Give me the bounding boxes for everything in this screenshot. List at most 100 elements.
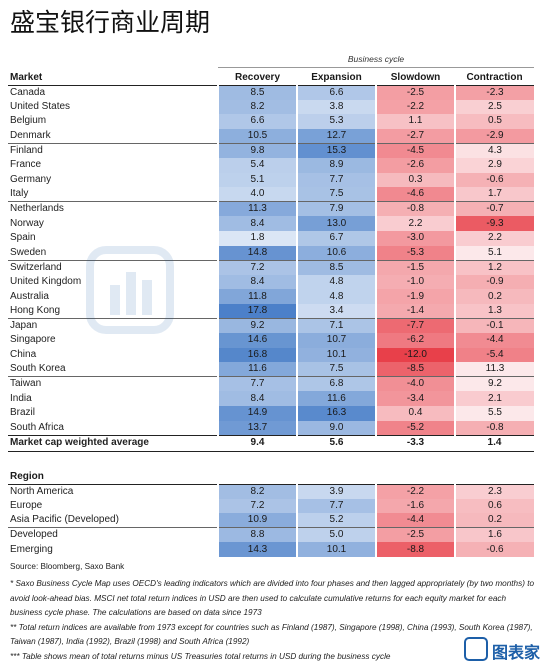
market-row: China 16.8 10.1 -12.0 -5.4 — [8, 347, 534, 363]
market-row: Norway 8.4 13.0 2.2 -9.3 — [8, 216, 534, 231]
market-row: Denmark 10.5 12.7 -2.7 -2.9 — [8, 128, 534, 144]
region-row: Asia Pacific (Developed) 10.9 5.2 -4.4 0.2 — [8, 513, 534, 528]
market-value: 9.2 — [217, 318, 297, 334]
market-value: -1.9 — [375, 289, 455, 304]
market-value: -0.6 — [454, 172, 534, 188]
market-value: 17.8 — [217, 303, 297, 319]
market-value: 1.3 — [454, 303, 534, 319]
market-value: -2.2 — [375, 99, 455, 115]
market-value: 2.1 — [454, 391, 534, 407]
market-row: Finland 9.8 15.3 -4.5 4.3 — [8, 142, 534, 158]
market-value: 1.2 — [454, 259, 534, 275]
region-header-blank — [376, 469, 455, 485]
market-value: 6.8 — [296, 376, 376, 392]
market-name: Denmark — [10, 129, 51, 141]
market-row: Taiwan 7.7 6.8 -4.0 9.2 — [8, 376, 534, 392]
market-row: United Kingdom 8.4 4.8 -1.0 -0.9 — [8, 274, 534, 290]
market-value: 9.0 — [296, 420, 376, 436]
market-value: 5.3 — [296, 114, 376, 129]
average-value: 9.4 — [218, 434, 297, 452]
market-name: United Kingdom — [10, 276, 82, 288]
source-note: Source: Bloomberg, Saxo Bank — [10, 562, 125, 571]
market-value: -3.0 — [375, 230, 455, 246]
header-row: Market Recovery Expansion Slowdown Contr… — [8, 70, 534, 86]
market-value: 0.4 — [375, 406, 455, 421]
region-header-blank — [218, 469, 297, 485]
market-value: -5.4 — [454, 347, 534, 363]
region-value: 8.8 — [217, 527, 297, 543]
region-header-row: Region — [8, 469, 534, 485]
region-name: Emerging — [10, 543, 53, 555]
col-header-recovery: Recovery — [218, 70, 297, 86]
region-value: -8.8 — [375, 542, 455, 557]
region-header-blank — [455, 469, 534, 485]
average-value: 1.4 — [455, 434, 534, 452]
footnote-3: *** Table shows mean of total returns mi… — [10, 651, 391, 661]
business-cycle-label: Business cycle — [218, 54, 534, 68]
market-value: 6.6 — [217, 114, 297, 129]
region-value: 10.9 — [217, 513, 297, 528]
market-name: Germany — [10, 173, 52, 185]
col-header-region: Region — [8, 469, 218, 485]
region-name: Developed — [8, 527, 218, 543]
market-value: -0.7 — [454, 201, 534, 217]
market-value: 0.5 — [454, 114, 534, 129]
market-value: 4.8 — [296, 274, 376, 290]
market-name: South Korea — [10, 363, 66, 375]
market-value: 14.8 — [217, 245, 297, 261]
market-value: 7.9 — [296, 201, 376, 217]
market-row: Singapore 14.6 10.7 -6.2 -4.4 — [8, 333, 534, 348]
average-row: Market cap weighted average 9.4 5.6 -3.3 1.4 — [8, 434, 534, 452]
market-value: -2.3 — [454, 85, 534, 100]
market-value: -6.2 — [375, 333, 455, 348]
market-row: India 8.4 11.6 -3.4 2.1 — [8, 391, 534, 407]
market-row: France 5.4 8.9 -2.6 2.9 — [8, 157, 534, 173]
region-header-blank — [297, 469, 376, 485]
region-row: Emerging 14.3 10.1 -8.8 -0.6 — [8, 542, 534, 557]
market-value: 14.9 — [217, 406, 297, 421]
market-row: Brazil 14.9 16.3 0.4 5.5 — [8, 406, 534, 421]
region-name: Europe — [10, 499, 43, 511]
market-value: 9.8 — [217, 142, 297, 158]
market-value: -0.8 — [454, 420, 534, 436]
market-value: 0.3 — [375, 172, 455, 188]
market-row: Australia 11.8 4.8 -1.9 0.2 — [8, 289, 534, 304]
market-row: Hong Kong 17.8 3.4 -1.4 1.3 — [8, 303, 534, 319]
region-name: Asia Pacific (Developed) — [10, 514, 119, 526]
market-value: 0.2 — [454, 289, 534, 304]
market-row: Germany 5.1 7.7 0.3 -0.6 — [8, 172, 534, 188]
market-row: Spain 1.8 6.7 -3.0 2.2 — [8, 230, 534, 246]
market-row: United States 8.2 3.8 -2.2 2.5 — [8, 99, 534, 115]
market-value: -0.8 — [375, 201, 455, 217]
market-name: Japan — [8, 318, 218, 334]
region-value: -2.5 — [375, 527, 455, 543]
market-row: Japan 9.2 7.1 -7.7 -0.1 — [8, 318, 534, 334]
footnote-2: ** Total return indices are available fr… — [10, 622, 533, 647]
market-value: 5.4 — [217, 157, 297, 173]
logo-text: 图表家 — [492, 643, 541, 662]
market-value: 10.5 — [217, 128, 297, 144]
market-name: Netherlands — [8, 201, 218, 217]
market-value: 11.3 — [454, 362, 534, 377]
market-value: 10.1 — [296, 347, 376, 363]
market-value: 8.5 — [296, 259, 376, 275]
market-value: -1.5 — [375, 259, 455, 275]
market-value: 14.6 — [217, 333, 297, 348]
region-value: -2.2 — [375, 483, 455, 499]
market-name: Norway — [10, 217, 44, 229]
average-value: -3.3 — [376, 434, 455, 452]
market-value: -12.0 — [375, 347, 455, 363]
market-name: Sweden — [10, 246, 47, 258]
market-row: Belgium 6.6 5.3 1.1 0.5 — [8, 114, 534, 129]
col-header-expansion: Expansion — [297, 70, 376, 86]
market-row: Italy 4.0 7.5 -4.6 1.7 — [8, 187, 534, 202]
market-value: -1.0 — [375, 274, 455, 290]
market-value: -4.5 — [375, 142, 455, 158]
market-value: 11.6 — [217, 362, 297, 377]
market-value: 1.1 — [375, 114, 455, 129]
market-value: -4.4 — [454, 333, 534, 348]
footnote-1: * Saxo Business Cycle Map uses OECD's le… — [10, 579, 535, 618]
market-row: Sweden 14.8 10.6 -5.3 5.1 — [8, 245, 534, 261]
market-value: 7.1 — [296, 318, 376, 334]
market-value: 8.4 — [217, 391, 297, 407]
